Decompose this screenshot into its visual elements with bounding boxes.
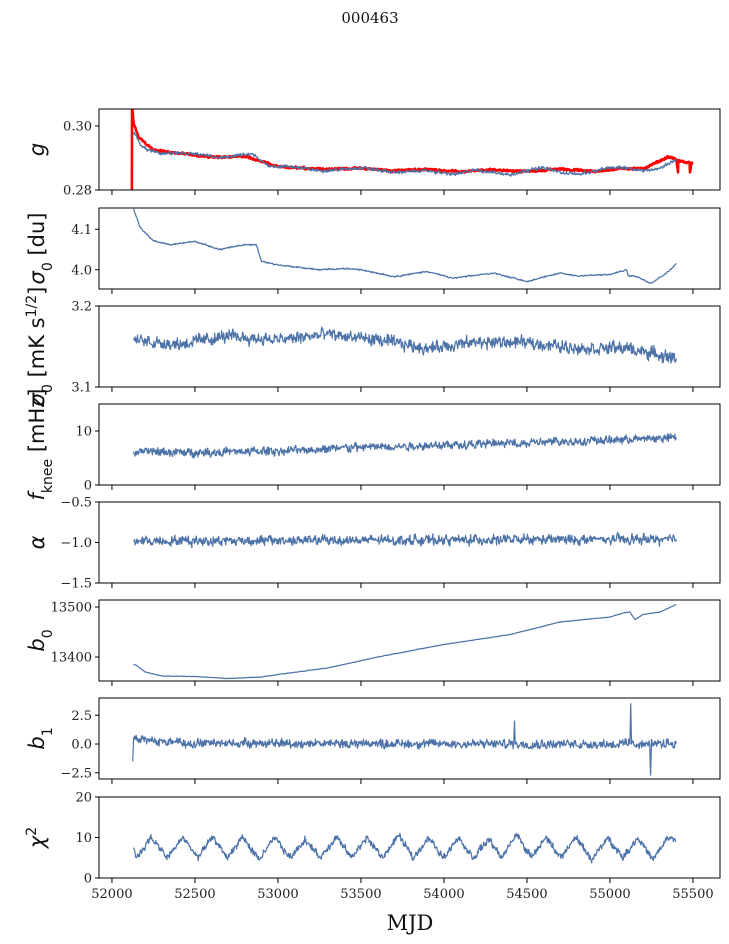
series-line-b0 <box>133 603 677 680</box>
y-axis-label-part: f <box>25 489 49 500</box>
y-axis-label-part: 1/2 <box>24 295 40 318</box>
y-tick-label: 10 <box>75 425 92 440</box>
y-tick-label: 13400 <box>51 651 92 666</box>
y-axis-label: b0 <box>25 629 56 651</box>
axes-frame <box>98 697 721 780</box>
series-line-sigma0-mK <box>132 326 677 364</box>
y-tick-label: 3.1 <box>71 381 92 396</box>
y-tick-label: 0.0 <box>71 738 92 753</box>
y-axis-label-part: σ <box>25 270 49 284</box>
axes-frame <box>98 305 721 388</box>
y-tick-label: 3.2 <box>71 300 92 315</box>
axes-frame <box>98 108 721 191</box>
y-axis-label-part: σ <box>25 392 49 406</box>
y-axis-label-part: ] <box>25 287 49 295</box>
x-tick-label: 54500 <box>506 887 547 902</box>
x-tick-label: 53500 <box>340 887 381 902</box>
y-tick-label: 20 <box>75 791 92 806</box>
x-tick-label: 52500 <box>174 887 215 902</box>
y-axis-label-part: 0 <box>40 384 56 393</box>
y-tick-label: 10 <box>75 831 92 846</box>
y-tick-label: 13500 <box>51 601 92 616</box>
subplot-6: 13400 13500 b0 <box>25 599 721 686</box>
y-tick-label: −0.5 <box>60 496 92 511</box>
subplot-3: 3.1 3.2 σ0 [mK s1/2] <box>24 287 721 407</box>
subplot-8: 0 10 20 52000 52500 53000 53500 54000 54500 55000… <box>24 791 721 902</box>
axes-frame <box>98 207 721 290</box>
series-line-g <box>132 131 677 177</box>
subplot-7: −2.5 0.0 2.5 b1 <box>25 697 721 784</box>
y-axis-label-part: 0 <box>40 262 56 271</box>
y-axis-label-part: b <box>25 736 49 749</box>
x-tick-label: 52000 <box>91 887 132 902</box>
axes-frame <box>98 599 721 682</box>
y-axis-label: g <box>25 143 49 156</box>
y-axis-label-part: 2 <box>24 827 40 836</box>
y-tick-label: 4.0 <box>71 263 92 278</box>
y-axis-label-part: b <box>25 638 49 651</box>
y-axis-label-part: [du] <box>25 213 49 263</box>
y-axis-label: σ0 [du] <box>25 213 56 285</box>
y-tick-label: −2.5 <box>60 766 92 781</box>
y-axis-label: α <box>25 535 49 549</box>
y-axis-label-part: α <box>25 535 49 549</box>
y-tick-label: −1.0 <box>60 536 92 551</box>
series-line-fknee <box>132 433 677 459</box>
subplot-1: 0.28 0.30 g <box>25 108 721 199</box>
series-line-alpha <box>133 531 677 549</box>
axes-frame <box>98 796 721 879</box>
y-axis-label-part: 1 <box>40 727 56 736</box>
y-tick-label: 0 <box>84 872 92 887</box>
subplot-2: 4.0 4.1 σ0 [du] <box>25 207 721 294</box>
x-tick-label: 55500 <box>672 887 713 902</box>
y-axis-label-part: [mK s <box>25 317 49 384</box>
y-tick-label: 0.28 <box>63 184 92 199</box>
y-tick-label: −1.5 <box>60 577 92 592</box>
axes-frame <box>98 403 721 486</box>
x-tick-label: 54000 <box>423 887 464 902</box>
series-line-b1 <box>132 703 677 776</box>
y-axis-label-part: g <box>25 143 49 156</box>
y-axis-label-part: knee <box>40 459 56 493</box>
subplot-5: −1.5 −1.0 −0.5 α <box>25 496 721 592</box>
series-line-g-model <box>130 109 695 190</box>
y-tick-label: 4.1 <box>71 223 92 238</box>
y-tick-label: 2.5 <box>71 709 92 724</box>
x-tick-label: 53000 <box>257 887 298 902</box>
y-axis-label-part: 0 <box>40 629 56 638</box>
y-tick-label: 0 <box>84 479 92 494</box>
y-axis-label: b1 <box>25 727 56 749</box>
series-line-chi2 <box>132 832 677 864</box>
series-line-sigma0-du <box>132 208 677 284</box>
y-axis-label: χ2 <box>24 827 49 849</box>
y-axis-label: fknee [mHz] <box>25 389 56 501</box>
y-axis-label-part: χ <box>25 834 49 849</box>
subplot-4: 0 10 fknee [mHz] <box>25 389 721 501</box>
x-axis-label: MJD <box>387 911 434 935</box>
x-tick-label: 55000 <box>589 887 630 902</box>
y-tick-label: 0.30 <box>63 119 92 134</box>
y-axis-label-part: [mHz] <box>25 389 49 459</box>
y-axis-label: σ0 [mK s1/2] <box>24 287 56 407</box>
figure-title: 000463 <box>341 9 398 27</box>
